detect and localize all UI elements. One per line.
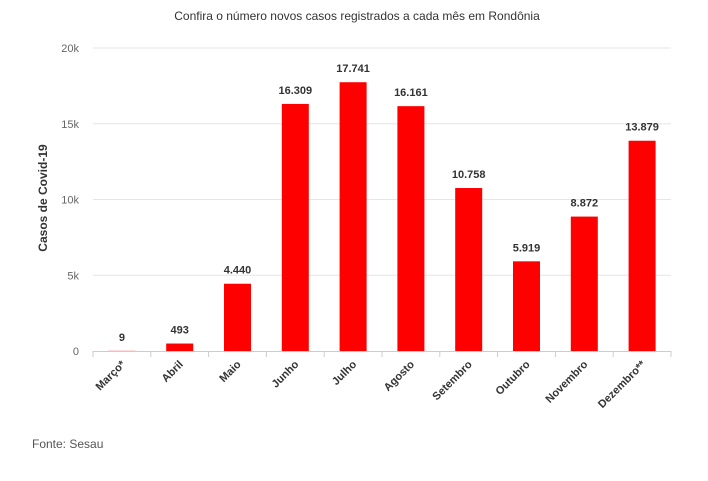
y-tick-label: 15k <box>61 119 79 131</box>
source-note: Fonte: Sesau <box>32 437 104 451</box>
y-tick-label: 10k <box>61 195 79 207</box>
x-tick-label: Julho <box>330 358 359 387</box>
data-label: 9 <box>119 332 125 344</box>
data-label: 8.872 <box>571 198 599 210</box>
data-label: 17.741 <box>336 63 370 75</box>
bar <box>628 140 656 351</box>
data-label: 5.919 <box>513 242 541 254</box>
bar <box>281 103 309 352</box>
bar <box>570 216 598 351</box>
bar <box>455 188 483 351</box>
chart-title: Confira o número novos casos registrados… <box>174 9 540 23</box>
data-label: 16.309 <box>278 85 312 97</box>
y-tick-label: 20k <box>61 43 79 55</box>
bars <box>108 82 656 352</box>
y-tick-label: 5k <box>67 270 79 282</box>
x-tick-label: Maio <box>217 358 243 384</box>
bar <box>339 82 367 351</box>
x-tick-label: Setembro <box>430 358 475 403</box>
bar <box>397 106 425 351</box>
bar <box>166 343 194 351</box>
bar <box>224 283 251 351</box>
y-tick-label: 0 <box>73 346 79 358</box>
x-tick-label: Junho <box>270 358 302 390</box>
x-tick-label: Abril <box>160 359 186 385</box>
x-tick-label: Dezembro** <box>596 358 649 411</box>
y-axis-label: Casos de Covid-19 <box>36 144 50 252</box>
y-axis-ticks: 0 5k 10k 15k 20k <box>61 43 79 358</box>
x-tick-label: Março* <box>94 358 129 393</box>
x-tick-label: Outubro <box>493 358 532 397</box>
data-label: 493 <box>171 325 189 337</box>
data-label: 13.879 <box>625 122 659 134</box>
data-label: 4.440 <box>224 265 252 277</box>
bar <box>513 261 540 351</box>
data-label: 16.161 <box>394 87 428 99</box>
data-label: 10.758 <box>452 169 486 181</box>
value-labels: 9 493 4.440 16.309 17.741 16.161 10.758 5.919 8.… <box>119 63 659 344</box>
x-tick-label: Agosto <box>382 358 417 393</box>
x-axis-ticks: Março* Abril Maio Junho Julho Agosto Setembro O… <box>94 358 649 411</box>
x-tick-label: Novembro <box>543 358 590 405</box>
